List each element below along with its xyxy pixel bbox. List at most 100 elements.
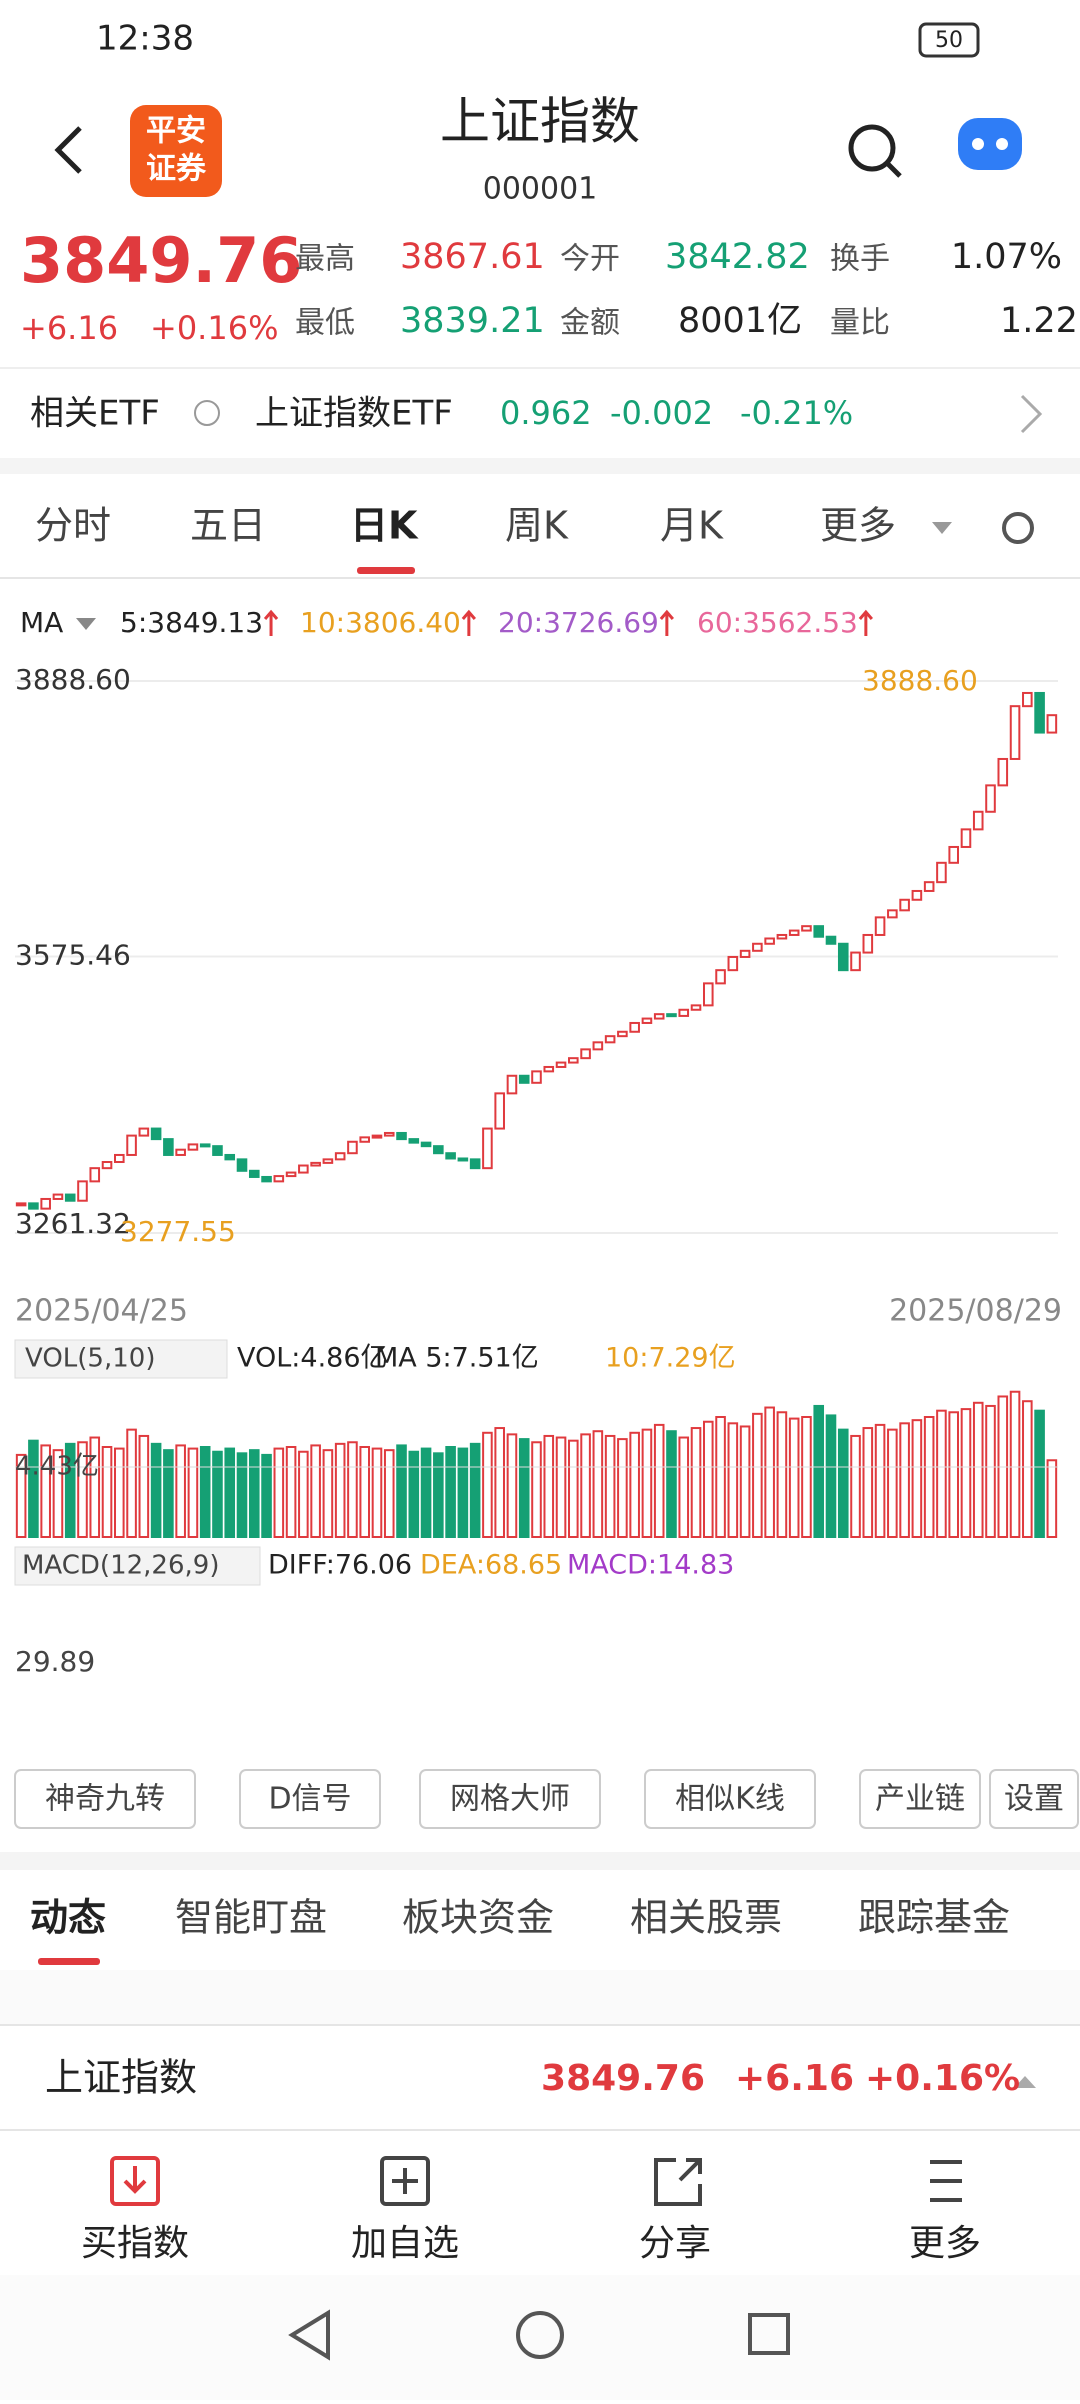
- tool-button[interactable]: [644, 1769, 816, 1829]
- volume-bar: [825, 1414, 837, 1538]
- volume-bar: [494, 1427, 505, 1538]
- candle: [224, 1153, 236, 1161]
- quote-low: 3839.21: [400, 301, 545, 341]
- nav-home[interactable]: [516, 2311, 564, 2359]
- etf-name: 上证指数ETF: [255, 394, 453, 434]
- info-tab[interactable]: 相关股票: [630, 1896, 782, 1940]
- chart-tab[interactable]: 分时: [35, 504, 111, 548]
- tool-button[interactable]: [989, 1769, 1079, 1829]
- candle: [187, 1143, 199, 1151]
- candle: [531, 1070, 542, 1084]
- volume-bar: [1009, 1390, 1021, 1538]
- volume-bar: [923, 1416, 935, 1538]
- info-icon: [194, 400, 220, 426]
- ma-item: 20:3726.69: [498, 606, 659, 639]
- macd-selector-label: MACD(12,26,9): [22, 1551, 219, 1581]
- assistant-button[interactable]: [958, 118, 1022, 170]
- more-icon[interactable]: [930, 2160, 962, 2202]
- volume-bar: [285, 1446, 297, 1538]
- candle: [801, 925, 812, 932]
- volume-bar: [298, 1450, 309, 1538]
- tool-button[interactable]: [239, 1769, 381, 1829]
- volume-bar: [28, 1439, 39, 1538]
- plus: [392, 2168, 418, 2194]
- bottom-action: 更多: [909, 2223, 981, 2264]
- info-tab[interactable]: 跟踪基金: [858, 1896, 1010, 1940]
- chart-tab[interactable]: 月K: [660, 504, 724, 548]
- info-tab[interactable]: 智能盯盘: [175, 1896, 327, 1940]
- volume-bar: [936, 1409, 947, 1538]
- candle: [371, 1134, 383, 1139]
- tool-buttons: [14, 1769, 1079, 1829]
- nav-recent[interactable]: [748, 2313, 790, 2355]
- tool-label: 网格大师: [450, 1782, 570, 1817]
- buy-icon[interactable]: [110, 2156, 160, 2206]
- expand-triangle[interactable]: [1014, 2076, 1036, 2088]
- candle: [850, 951, 861, 972]
- tool-button[interactable]: [419, 1769, 601, 1829]
- search-button[interactable]: [848, 124, 896, 172]
- macd-selector[interactable]: [14, 1546, 261, 1586]
- change: +6.16: [20, 309, 118, 347]
- tab-underline: [38, 1958, 100, 1965]
- etf-chevron[interactable]: [1020, 394, 1043, 434]
- candle: [997, 757, 1009, 787]
- volume-bar: [776, 1411, 788, 1539]
- volume-bar: [985, 1404, 996, 1539]
- ma-label: MA: [20, 606, 63, 639]
- candle: [52, 1193, 64, 1200]
- volume-bar: [666, 1430, 677, 1539]
- tool-button[interactable]: [859, 1769, 981, 1829]
- chart-tab[interactable]: 日K: [350, 504, 419, 548]
- vol-selector[interactable]: [14, 1339, 228, 1379]
- share-icon[interactable]: [654, 2158, 702, 2206]
- settings-button[interactable]: [1002, 512, 1034, 544]
- info-tab[interactable]: 板块资金: [402, 1896, 554, 1940]
- candle: [604, 1035, 616, 1044]
- up-arrow: [461, 609, 476, 636]
- candle: [28, 1202, 39, 1210]
- info-tab[interactable]: 动态: [30, 1896, 106, 1940]
- volume-bar: [715, 1416, 726, 1538]
- candle: [408, 1138, 420, 1144]
- candle: [359, 1136, 371, 1143]
- summary-name: 上证指数: [45, 2056, 197, 2100]
- candle: [77, 1180, 88, 1202]
- volume-bar: [604, 1434, 616, 1539]
- y-tick-label: 3575.46: [15, 939, 131, 972]
- volume-bar: [457, 1447, 469, 1539]
- nav-back[interactable]: [288, 2309, 330, 2361]
- candle: [580, 1048, 591, 1060]
- candle: [15, 1202, 27, 1207]
- ma-dropdown[interactable]: [76, 618, 96, 630]
- bottom-action: 买指数: [81, 2223, 189, 2264]
- candle: [150, 1127, 162, 1141]
- watch-icon[interactable]: [380, 2156, 430, 2206]
- summary-change: +6.16: [735, 2058, 854, 2099]
- candle: [175, 1148, 186, 1156]
- vol-selector-label: VOL(5,10): [25, 1344, 155, 1374]
- candle: [825, 935, 837, 945]
- candle: [334, 1152, 346, 1161]
- chart-tab[interactable]: 周K: [505, 504, 569, 548]
- bottom-action: 分享: [639, 2223, 711, 2264]
- volume-bar: [580, 1433, 591, 1538]
- tool-button[interactable]: [14, 1769, 196, 1829]
- volume-bar: [1046, 1459, 1058, 1539]
- volume-bar: [899, 1422, 910, 1539]
- chart-tab[interactable]: 五日: [190, 504, 266, 548]
- volume-bar: [862, 1427, 874, 1538]
- volume-bar: [420, 1447, 432, 1539]
- back-button[interactable]: [54, 126, 82, 174]
- candle: [555, 1061, 567, 1068]
- quote-amount: 8001亿: [678, 301, 802, 341]
- ma-item: 5:3849.13: [120, 606, 263, 639]
- candle: [433, 1145, 444, 1155]
- macd-legend: MACD:14.83: [567, 1550, 734, 1581]
- candle: [285, 1171, 297, 1178]
- chart-tab[interactable]: 更多: [820, 504, 896, 548]
- etf-label: 相关ETF: [30, 394, 160, 434]
- volume-bar: [40, 1444, 51, 1538]
- candle: [813, 925, 825, 938]
